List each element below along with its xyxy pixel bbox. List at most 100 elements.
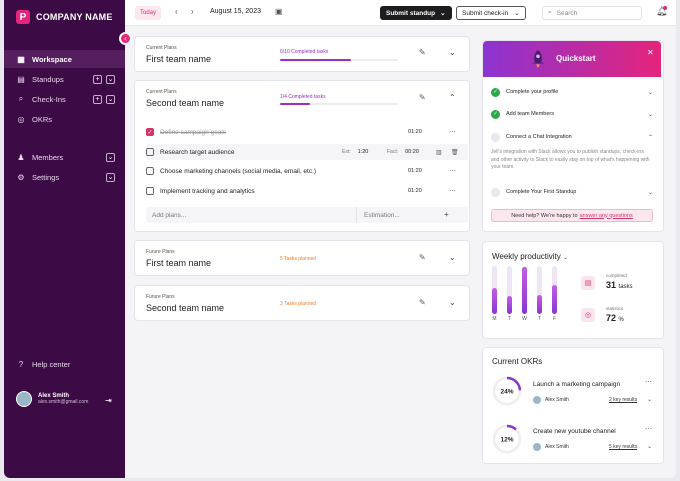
more-icon[interactable]: ⋯	[449, 129, 456, 136]
edit-icon[interactable]: ✎	[419, 48, 426, 57]
pending-icon	[491, 187, 500, 197]
quickstart-item[interactable]: ✓ Complete your profile ⌄	[491, 85, 653, 99]
productivity-title[interactable]: Weekly productivity ⌄	[492, 252, 569, 261]
chevron-down-icon[interactable]: ⌄	[106, 94, 115, 104]
okrs-title: Current OKRs	[492, 357, 543, 366]
quickstart-item-label: Complete Your First Standup	[506, 189, 577, 195]
plan-card[interactable]: Furure Plans First team name 5 Tasks pla…	[134, 240, 470, 276]
fact-value[interactable]: 00:20	[405, 149, 419, 155]
plan-status-text: 3 Tasks planned	[280, 301, 317, 307]
est-value[interactable]: 1:20	[357, 149, 369, 155]
add-plan-row: Add plans... Estimation... +	[146, 207, 468, 223]
day-label: W	[522, 316, 527, 322]
sidebar-item-members[interactable]: ♟ Members ⌄	[4, 148, 125, 166]
trash-icon[interactable]: 🗑︎	[451, 149, 459, 156]
plan-card[interactable]: Furure Plans Second team name 3 Tasks pl…	[134, 285, 470, 321]
logo[interactable]: P COMPANY NAME	[16, 10, 113, 24]
bell-icon[interactable]: 🔔︎	[656, 6, 668, 16]
sidebar-item-label: Standups	[32, 74, 64, 84]
edit-icon[interactable]: ✎	[419, 93, 426, 102]
help-center-label: Help center	[32, 359, 71, 369]
fact-label: Fact:	[387, 149, 399, 155]
key-results-link[interactable]: 2 key results	[609, 397, 638, 403]
answer-questions-link[interactable]: answer any questions	[579, 212, 633, 219]
submit-standup-button[interactable]: Submit standup ⌄	[380, 6, 452, 20]
chevron-down-icon[interactable]: ⌄	[106, 172, 115, 182]
okr-owner: Alex Smith	[533, 443, 569, 451]
quickstart-item-label: Complete your profile	[506, 89, 559, 95]
sidebar-item-standups[interactable]: ▤ Standups + ⌄	[4, 70, 125, 88]
chevron-down-icon[interactable]: ⌄	[647, 444, 653, 450]
calendar-icon[interactable]: ▣	[275, 7, 283, 16]
plan-status-text: 5 Tasks planned	[280, 256, 317, 262]
chevron-up-icon[interactable]: ⌃	[449, 93, 456, 102]
sidebar-item-settings[interactable]: ⚙ Settings ⌄	[4, 168, 125, 186]
sidebar-item-workspace[interactable]: ▦ Workspace	[4, 50, 125, 68]
quickstart-item[interactable]: Complete Your First Standup ⌄	[491, 185, 653, 199]
chevron-down-icon[interactable]: ⌄	[449, 298, 456, 307]
task-row[interactable]: ✓ Define campaign goals 01:20 ⋯	[146, 124, 468, 140]
productivity-bar	[552, 285, 557, 314]
columns-icon[interactable]: ▥	[436, 149, 442, 156]
add-icon[interactable]: +	[93, 94, 102, 104]
task-row[interactable]: Implement tracking and analytics 01:20 ⋯	[146, 183, 468, 199]
top-bar: Today ‹ › August 15, 2023 ▣ Submit stand…	[125, 0, 676, 26]
chevron-down-icon[interactable]: ⌄	[449, 48, 456, 57]
okr-title[interactable]: Launch a marketing campaign	[533, 381, 621, 388]
chevron-down-icon[interactable]: ⌄	[449, 253, 456, 262]
plan-team-name: First team name	[146, 54, 212, 64]
quickstart-item-expanded[interactable]: Connect a Chat Integration ⌃	[491, 130, 653, 144]
okr-title[interactable]: Create new youtube channel	[533, 428, 616, 435]
app-window: P COMPANY NAME ▦ Workspace ▤ Standups + ⌄…	[4, 0, 676, 478]
edit-icon[interactable]: ✎	[419, 253, 426, 262]
user-profile[interactable]: Alex Smith alex.smith@gmail.com	[16, 391, 88, 407]
task-checkbox[interactable]	[146, 187, 154, 195]
okr-progress-ring: 12%	[492, 424, 522, 454]
task-time: 01:20	[408, 188, 422, 194]
avatar	[533, 396, 541, 404]
chevron-down-icon[interactable]: ⌄	[647, 397, 653, 403]
key-results-link[interactable]: 5 key results	[609, 444, 638, 450]
task-checkbox[interactable]	[146, 167, 154, 175]
submit-checkin-label: Submit check-in	[462, 9, 509, 17]
submit-checkin-button[interactable]: Submit check-in ⌄	[456, 6, 526, 20]
task-checkbox[interactable]: ✓	[146, 128, 154, 136]
estimation-input[interactable]: Estimation...	[364, 212, 400, 219]
prev-day-icon[interactable]: ‹	[175, 7, 178, 16]
sidebar-item-checkins[interactable]: ⌕ Check-Ins + ⌄	[4, 90, 125, 108]
help-center-link[interactable]: ? Help center	[4, 355, 125, 373]
chevron-down-icon[interactable]: ⌄	[106, 74, 115, 84]
next-day-icon[interactable]: ›	[191, 7, 194, 16]
task-title: Implement tracking and analytics	[160, 187, 255, 195]
plan-team-name: First team name	[146, 258, 212, 268]
productivity-bar	[522, 267, 527, 314]
task-title: Define campaign goals	[160, 128, 227, 136]
grid-icon: ▦	[17, 54, 25, 64]
more-icon[interactable]: ⋯	[449, 168, 456, 175]
divider	[356, 207, 357, 223]
more-icon[interactable]: ⋯	[645, 379, 652, 386]
task-row[interactable]: Choose marketing channels (social media,…	[146, 163, 468, 179]
add-plans-input[interactable]: Add plans...	[152, 212, 187, 219]
productivity-bar	[507, 295, 512, 314]
close-icon[interactable]: ✕	[647, 48, 654, 57]
plan-type: Current Plans	[146, 45, 177, 51]
plan-progress-bar	[280, 103, 398, 105]
plan-card[interactable]: Current Plans First team name 6/10 Compl…	[134, 36, 470, 72]
logout-icon[interactable]: ⇥	[105, 396, 112, 405]
task-row[interactable]: Research target audience Est: 1:20 Fact:…	[146, 144, 468, 160]
chevron-down-icon[interactable]: ⌄	[106, 152, 115, 162]
search-input[interactable]: ⌕ Search	[542, 6, 642, 20]
quickstart-item[interactable]: ✓ Add team Members ⌄	[491, 107, 653, 121]
more-icon[interactable]: ⋯	[449, 188, 456, 195]
more-icon[interactable]: ⋯	[645, 426, 652, 433]
sidebar-item-okrs[interactable]: ◎ OKRs	[4, 110, 125, 128]
add-icon[interactable]: +	[444, 210, 449, 219]
task-checkbox[interactable]	[146, 148, 154, 156]
collapse-sidebar-button[interactable]: ‹	[119, 32, 132, 45]
edit-icon[interactable]: ✎	[419, 298, 426, 307]
add-icon[interactable]: +	[93, 74, 102, 84]
day-label: M	[492, 316, 497, 322]
today-button[interactable]: Today	[135, 6, 162, 20]
